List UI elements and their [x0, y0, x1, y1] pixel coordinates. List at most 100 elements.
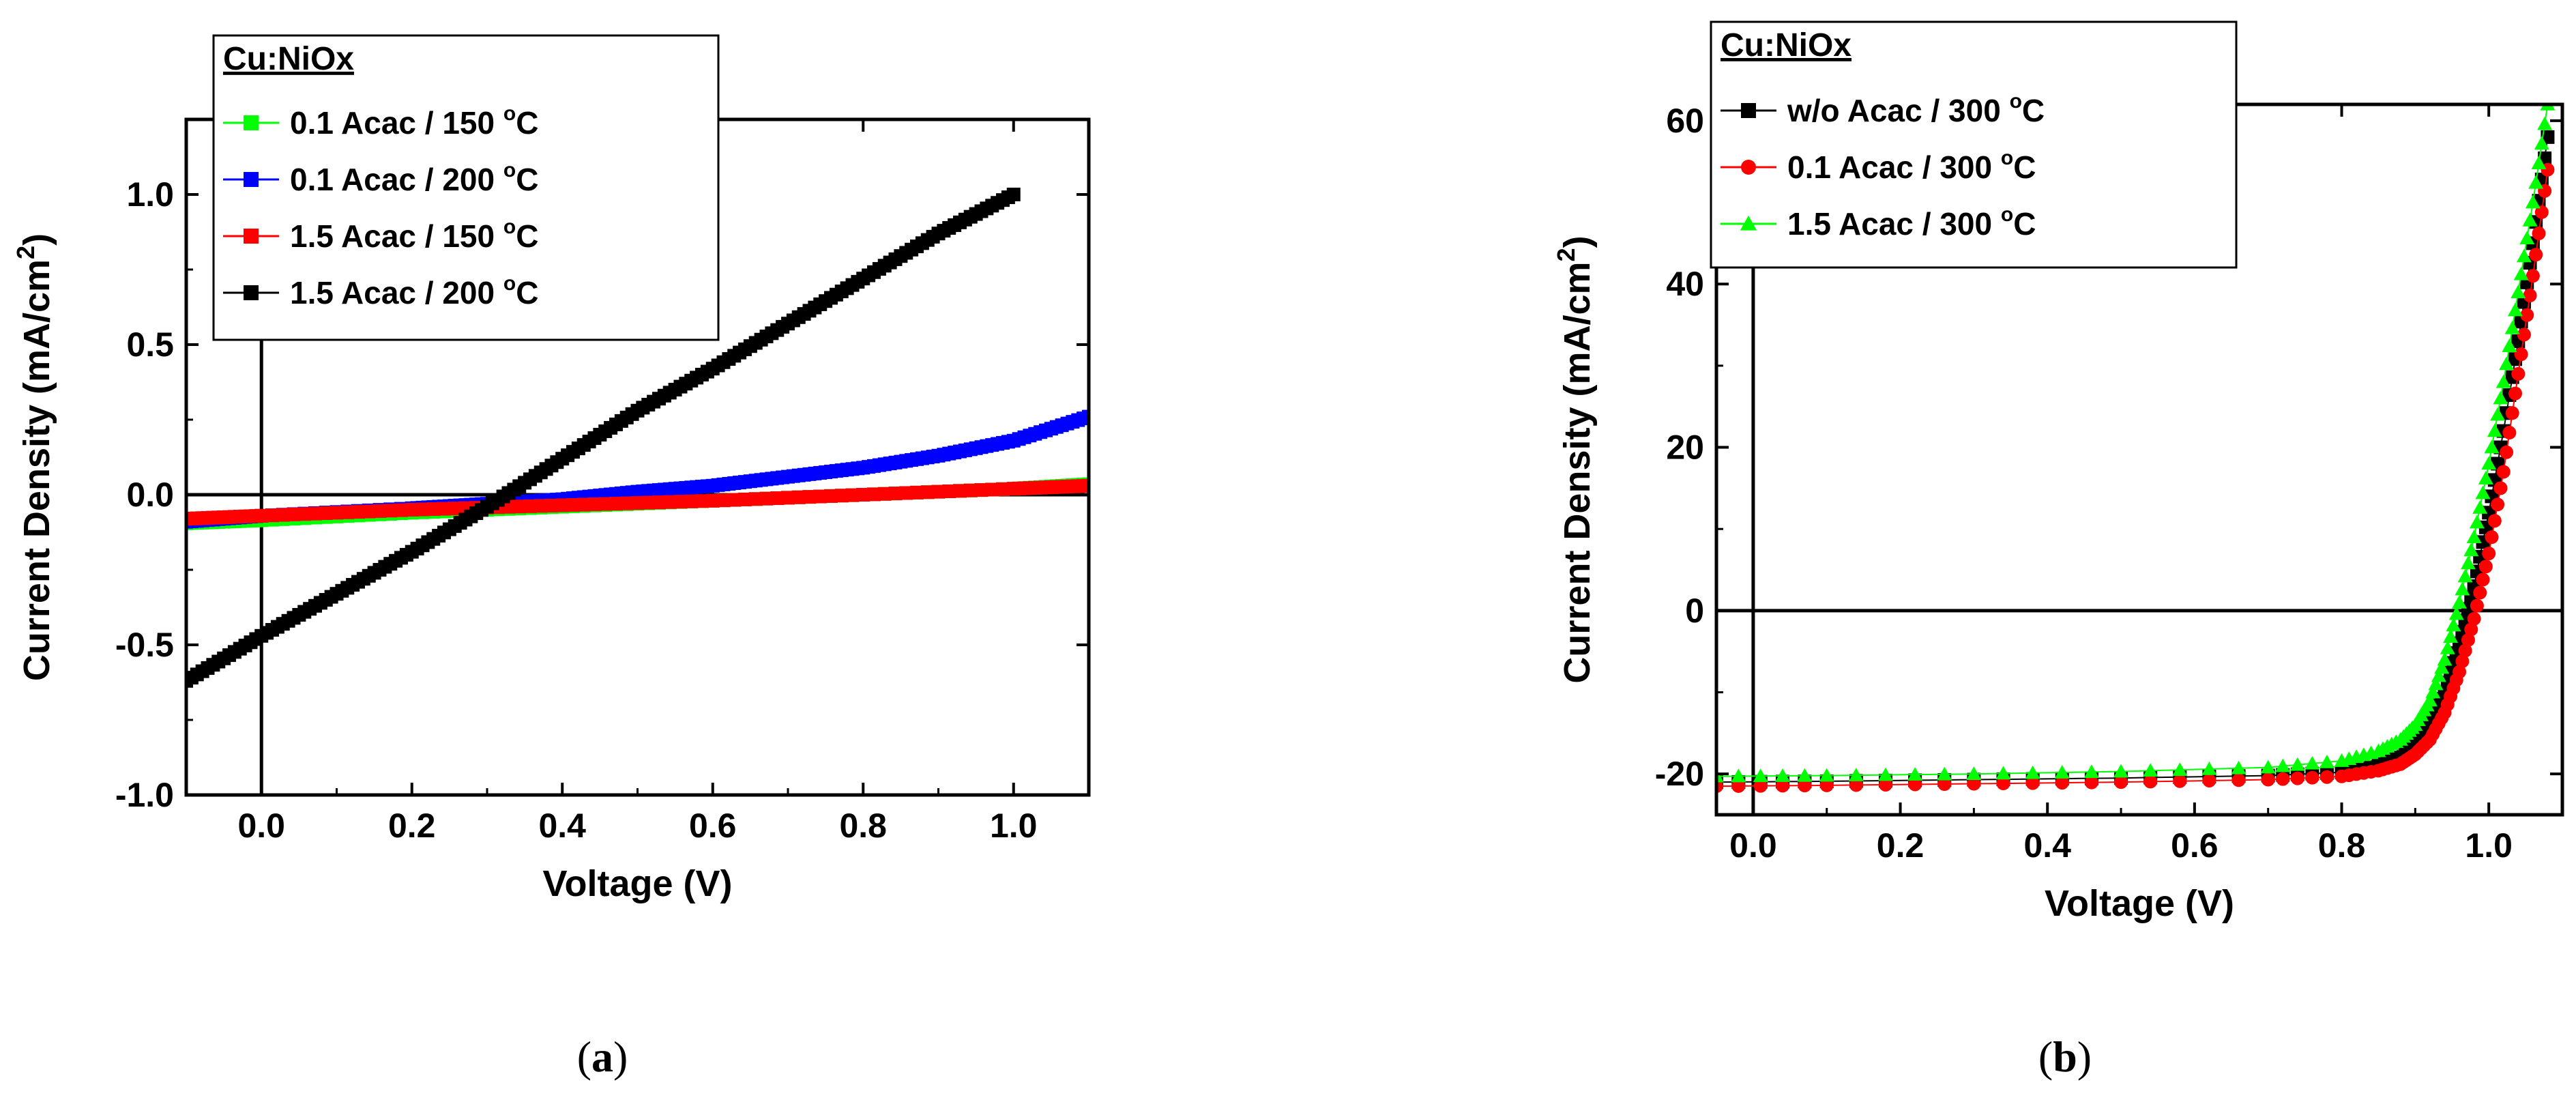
- data-point: [695, 494, 709, 508]
- data-point: [2458, 643, 2472, 658]
- data-point: [2084, 775, 2098, 790]
- data-point: [1996, 777, 2010, 791]
- data-point: [2455, 581, 2470, 596]
- data-point: [813, 489, 828, 504]
- data-point: [2448, 606, 2464, 620]
- data-point: [2528, 175, 2544, 189]
- y-axis-label: Current Density (mA/cm2): [1552, 235, 1598, 683]
- legend-marker: [1741, 103, 1756, 118]
- data-point: [727, 493, 742, 507]
- data-point: [2541, 130, 2555, 144]
- data-point: [2514, 347, 2528, 362]
- data-point: [2520, 308, 2534, 322]
- data-point: [372, 504, 387, 518]
- series-markers-1: [1716, 162, 2555, 794]
- data-point: [2531, 156, 2547, 169]
- data-point: [2534, 205, 2549, 219]
- data-point: [2437, 652, 2453, 666]
- data-point: [2469, 515, 2485, 529]
- legend-title: Cu:NiOx: [1721, 27, 1852, 63]
- data-point: [1006, 188, 1021, 201]
- data-point: [910, 485, 924, 500]
- data-point: [598, 497, 613, 511]
- data-point: [1967, 777, 1981, 791]
- data-point: [759, 491, 774, 506]
- data-point: [834, 489, 849, 503]
- data-point: [2511, 285, 2526, 299]
- data-point: [630, 496, 645, 510]
- data-point: [2493, 390, 2508, 405]
- y-tick-label: 20: [1666, 429, 1704, 467]
- data-point: [2473, 585, 2487, 600]
- data-point: [2502, 338, 2517, 352]
- data-point: [2529, 248, 2543, 262]
- data-point: [2202, 773, 2216, 787]
- data-point: [587, 497, 602, 511]
- data-point: [802, 490, 817, 504]
- data-point: [276, 508, 290, 522]
- data-point: [2440, 640, 2455, 654]
- data-point: [2507, 302, 2523, 317]
- data-point: [2452, 594, 2468, 609]
- x-tick-label: 0.6: [2171, 826, 2219, 865]
- data-point: [1966, 766, 1982, 780]
- data-point: [2025, 776, 2040, 790]
- data-point: [566, 497, 580, 512]
- data-point: [2466, 530, 2482, 543]
- data-point: [619, 496, 634, 510]
- data-point: [2523, 288, 2537, 302]
- data-point: [523, 499, 537, 513]
- x-tick-label: 0.4: [538, 807, 586, 845]
- data-point: [2499, 356, 2515, 371]
- data-point: [1907, 767, 1923, 781]
- data-point: [448, 502, 462, 516]
- data-point: [544, 498, 559, 512]
- x-axis-label: Voltage (V): [2045, 883, 2234, 924]
- data-point: [351, 505, 365, 519]
- legend-marker: [1741, 160, 1756, 175]
- data-point: [2143, 775, 2158, 789]
- data-point: [254, 508, 269, 523]
- data-point: [2055, 776, 2069, 790]
- data-point: [2511, 366, 2526, 381]
- legend: Cu:NiOx w/o Acac / 300 oC 0.1 Acac / 300 o…: [1710, 20, 2238, 269]
- legend-marker: [1740, 215, 1757, 231]
- y-tick-label: -0.5: [115, 626, 174, 664]
- data-point: [319, 506, 333, 521]
- x-tick-label: 0.4: [2023, 826, 2071, 865]
- data-point: [2526, 269, 2540, 283]
- data-point: [2455, 654, 2470, 669]
- legend-label: 0.1 Acac / 150 oC: [290, 102, 538, 141]
- data-point: [2491, 497, 2505, 512]
- data-point: [2201, 761, 2217, 775]
- data-point: [791, 490, 806, 504]
- data-point: [2290, 771, 2304, 785]
- x-tick-label: 0.6: [689, 807, 737, 845]
- data-point: [2231, 773, 2246, 787]
- data-point: [2519, 231, 2535, 245]
- data-point: [2173, 774, 2187, 788]
- data-point: [2482, 547, 2496, 561]
- data-point: [533, 499, 548, 513]
- y-tick-label: -20: [1655, 755, 1704, 793]
- data-point: [415, 502, 430, 517]
- data-point: [394, 503, 408, 517]
- data-point: [2532, 227, 2546, 241]
- data-point: [1716, 768, 1724, 783]
- legend-label: w/o Acac / 300 oC: [1787, 90, 2045, 128]
- panel-a-caption: (a): [577, 1032, 628, 1081]
- data-point: [2422, 693, 2438, 707]
- data-point: [716, 493, 731, 508]
- data-point: [2505, 406, 2519, 420]
- data-point: [2261, 772, 2275, 787]
- data-point: [1082, 409, 1089, 424]
- data-point: [781, 491, 795, 505]
- legend-marker: [244, 285, 259, 300]
- data-point: [867, 487, 881, 502]
- data-point: [1082, 478, 1089, 493]
- data-point: [2490, 407, 2506, 421]
- data-point: [2143, 763, 2158, 777]
- y-tick-label: 0.0: [126, 476, 174, 514]
- x-tick-label: 0.0: [1729, 826, 1777, 865]
